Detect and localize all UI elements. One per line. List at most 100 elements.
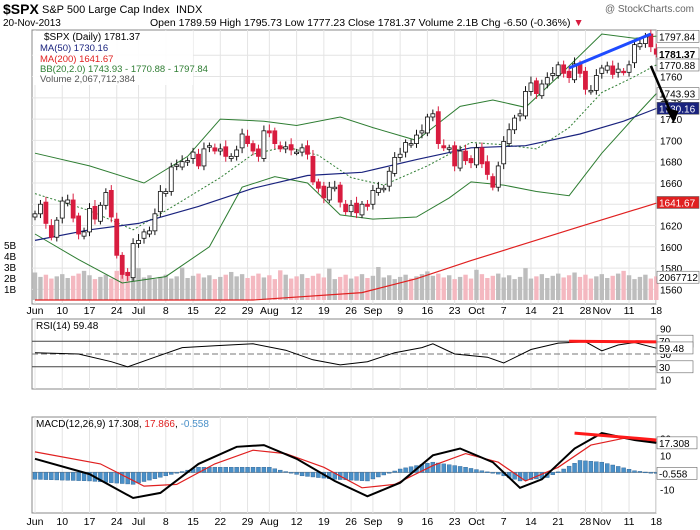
macd-hist-bar bbox=[643, 471, 648, 474]
volume-bar bbox=[81, 270, 87, 300]
candle-up bbox=[201, 148, 207, 167]
volume-bar bbox=[43, 274, 49, 300]
candle-up bbox=[506, 129, 512, 144]
volume-bar bbox=[332, 279, 337, 300]
macd-hist-bar bbox=[332, 472, 337, 480]
volume-bar bbox=[185, 278, 190, 300]
candle-up bbox=[103, 192, 109, 206]
exchange-label: INDX bbox=[176, 4, 203, 16]
macd-hist-bar bbox=[43, 472, 49, 480]
ohlc-line: Open 1789.59 High 1795.73 Low 1777.23 Cl… bbox=[150, 17, 584, 29]
volume-bar bbox=[534, 276, 539, 300]
candle-up bbox=[332, 186, 338, 190]
macd-hist-bar bbox=[278, 469, 283, 473]
x-tick-label-bottom: 24 bbox=[111, 516, 123, 528]
candle-down bbox=[484, 161, 490, 175]
volume-axis-label: 1B bbox=[4, 285, 17, 296]
candle-up bbox=[403, 142, 409, 153]
x-tick-label-bottom: 19 bbox=[318, 516, 330, 528]
volume-bar bbox=[561, 277, 566, 300]
macd-hist-bar bbox=[239, 467, 245, 473]
candle-up bbox=[190, 151, 196, 159]
volume-axis-label: 3B bbox=[4, 263, 17, 274]
candle-down bbox=[212, 147, 218, 152]
volume-bar bbox=[359, 274, 365, 300]
legend-ma200: MA(200) 1641.67 bbox=[40, 54, 113, 65]
candle-down bbox=[435, 111, 441, 144]
volume-bar bbox=[610, 275, 615, 300]
candle-down bbox=[534, 80, 539, 94]
volume-bar bbox=[452, 279, 457, 300]
volume-bar bbox=[615, 273, 621, 300]
volume-bar bbox=[87, 275, 92, 300]
volume-bar bbox=[556, 273, 561, 300]
candle-down bbox=[621, 70, 626, 74]
candle-down bbox=[250, 143, 256, 152]
volume-bar bbox=[223, 274, 228, 300]
price-axis-label: 1600 bbox=[660, 243, 683, 254]
candle-up bbox=[615, 68, 621, 73]
macd-hist-bar bbox=[65, 472, 70, 481]
volume-bar bbox=[283, 274, 288, 300]
candle-down bbox=[441, 145, 447, 149]
candle-up bbox=[555, 64, 561, 76]
candle-down bbox=[108, 190, 114, 218]
candle-up bbox=[446, 147, 452, 150]
candle-up bbox=[375, 187, 381, 193]
x-tick-label-top: 29 bbox=[242, 305, 254, 317]
volume-bar bbox=[408, 278, 414, 300]
macd-hist-bar bbox=[359, 472, 365, 481]
rsi-tag-value: 59.48 bbox=[659, 344, 684, 355]
x-tick-label-top: 22 bbox=[214, 305, 226, 317]
macd-hist-bar bbox=[397, 468, 403, 473]
chart-date: 20-Nov-2013 bbox=[3, 18, 61, 29]
candle-down bbox=[76, 215, 81, 235]
legend-box bbox=[33, 31, 193, 85]
price-trend-line bbox=[568, 32, 652, 70]
x-tick-label-top: 12 bbox=[291, 305, 303, 317]
macd-hist-bar bbox=[130, 472, 136, 485]
x-tick-label-bottom: Aug bbox=[260, 516, 279, 528]
volume-bar bbox=[272, 279, 277, 300]
volume-bar bbox=[485, 278, 490, 300]
rsi-tag-box bbox=[656, 360, 694, 374]
macd-hist-bar bbox=[54, 472, 59, 481]
volume-bar bbox=[506, 275, 512, 300]
volume-tag: 2067712 bbox=[659, 273, 698, 284]
volume-bar bbox=[572, 272, 577, 300]
candle-down bbox=[119, 254, 125, 275]
candle-down bbox=[114, 218, 120, 256]
x-tick-label-bottom: 29 bbox=[242, 516, 254, 528]
candle-down bbox=[315, 181, 321, 189]
watermark: @ StockCharts.com bbox=[605, 4, 694, 15]
rsi-tag-box bbox=[656, 341, 694, 355]
volume-bar bbox=[109, 278, 114, 300]
price-axis-label: 1580 bbox=[660, 264, 683, 275]
volume-tag-box bbox=[656, 270, 700, 284]
volume-bar bbox=[174, 276, 179, 300]
x-tick-label-top: 10 bbox=[56, 305, 68, 317]
x-tick-label-top: 28 bbox=[580, 305, 592, 317]
volume-bar bbox=[147, 275, 152, 300]
volume-bar bbox=[354, 276, 359, 300]
legend-ma50: MA(50) 1730.16 bbox=[40, 43, 108, 54]
volume-bar bbox=[310, 275, 316, 300]
candle-down bbox=[266, 130, 272, 134]
candle-up bbox=[501, 141, 507, 165]
candle-up bbox=[157, 191, 163, 213]
price-tag-ma50: 1730.16 bbox=[659, 104, 696, 115]
volume-bar bbox=[441, 277, 446, 300]
volume-bar bbox=[490, 275, 495, 300]
macd-hist-bar bbox=[87, 472, 92, 482]
macd-hist-bar bbox=[512, 472, 517, 480]
price-axis-label: 1680 bbox=[660, 158, 683, 169]
price-axis-label: 1760 bbox=[660, 73, 683, 84]
price-axis-label: 1660 bbox=[660, 179, 683, 190]
macd-hist-bar bbox=[392, 470, 397, 473]
macd-hist-bar bbox=[179, 471, 185, 473]
rsi-axis-label: 10 bbox=[660, 376, 672, 387]
price-axis-label: 1560 bbox=[660, 285, 683, 296]
price-tag-box bbox=[656, 29, 700, 43]
macd-hist-bar bbox=[403, 467, 408, 473]
macd-tag-box bbox=[656, 467, 698, 480]
